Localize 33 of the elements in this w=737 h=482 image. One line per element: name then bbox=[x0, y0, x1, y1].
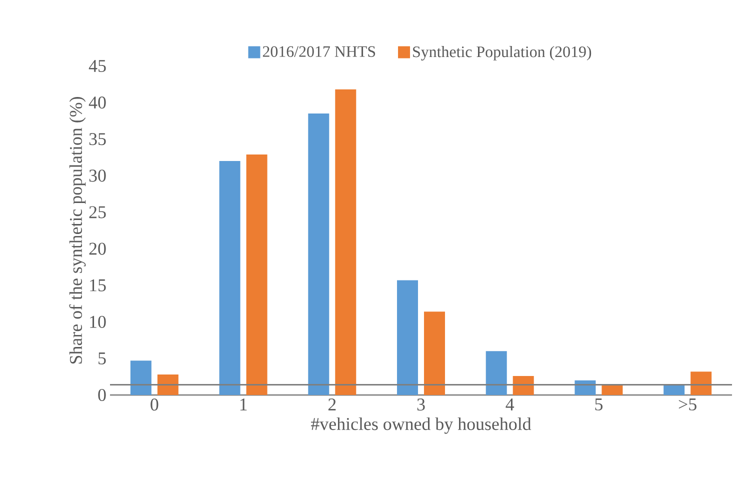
y-tick-label: 10 bbox=[90, 316, 106, 328]
x-tick-label: 2 bbox=[328, 398, 336, 410]
x-tick-label: 3 bbox=[417, 398, 425, 411]
x-tick-label: 4 bbox=[506, 398, 514, 410]
y-tick-label: 25 bbox=[89, 206, 106, 218]
x-tick-label: 5 bbox=[595, 398, 602, 410]
y-tick-label: 20 bbox=[89, 242, 106, 255]
y-tick-label: 0 bbox=[98, 388, 106, 402]
y-tick-label: 30 bbox=[89, 170, 106, 182]
x-tick-label: >5 bbox=[678, 398, 696, 410]
bar bbox=[664, 385, 685, 395]
bar bbox=[486, 351, 507, 395]
x-axis-title: #vehicles owned by household bbox=[311, 417, 532, 434]
legend-label: 2016/2017 NHTS bbox=[262, 46, 376, 57]
bar bbox=[219, 161, 240, 395]
x-tick-label: 1 bbox=[240, 398, 247, 410]
x-tick-label: 0 bbox=[150, 398, 158, 411]
legend-label: Synthetic Population (2019) bbox=[413, 46, 592, 60]
bar bbox=[424, 312, 445, 395]
bar bbox=[246, 154, 268, 395]
y-tick-label: 35 bbox=[89, 133, 106, 146]
y-tick-label: 15 bbox=[90, 279, 106, 292]
y-tick-label: 5 bbox=[98, 352, 106, 364]
bar bbox=[335, 89, 356, 395]
bar bbox=[308, 114, 330, 395]
bar bbox=[157, 374, 178, 395]
y-axis-title: Share of the synthetic population (%) bbox=[69, 97, 86, 364]
bar bbox=[130, 360, 152, 395]
y-tick-label: 40 bbox=[88, 96, 106, 109]
bar bbox=[690, 372, 712, 395]
bar bbox=[602, 384, 623, 395]
y-tick-label: 45 bbox=[88, 60, 106, 72]
bar bbox=[397, 280, 418, 395]
